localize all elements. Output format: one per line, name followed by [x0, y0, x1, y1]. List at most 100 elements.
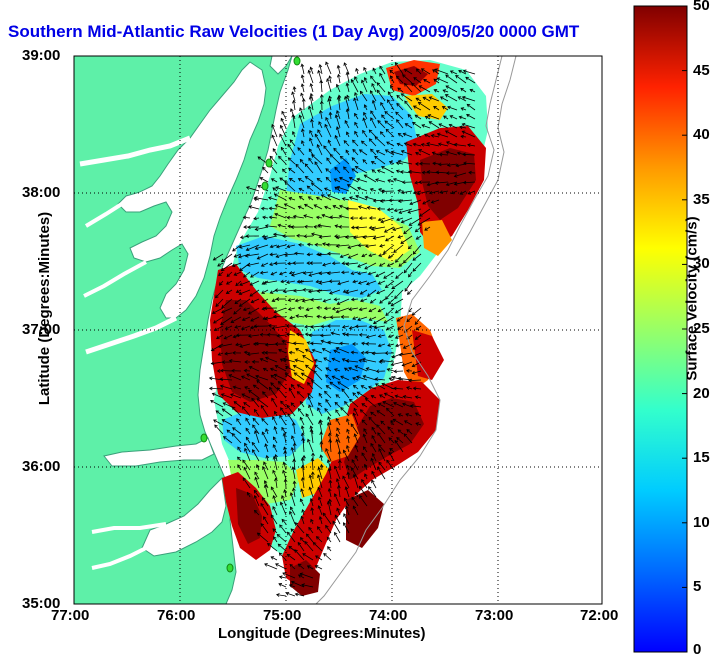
velocity-vector	[363, 67, 368, 75]
velocity-vector-head	[250, 318, 254, 322]
velocity-vector-head	[402, 345, 407, 349]
velocity-vector-head	[347, 255, 352, 259]
velocity-vector-head	[342, 289, 347, 294]
velocity-vector	[293, 86, 296, 93]
velocity-vector-head	[412, 190, 417, 195]
velocity-vector	[288, 298, 296, 301]
velocity-vector-head	[217, 352, 222, 356]
velocity-vector-head	[308, 333, 312, 338]
velocity-vector-head	[260, 502, 264, 507]
velocity-vector-head	[392, 227, 396, 232]
velocity-vector-head	[212, 257, 217, 261]
velocity-vector	[387, 368, 395, 372]
velocity-vector	[245, 253, 260, 257]
velocity-vector-head	[305, 307, 310, 312]
velocity-vector-head	[379, 358, 384, 363]
velocity-vector-head	[346, 418, 350, 422]
velocity-vector-head	[361, 403, 366, 407]
velocity-vector	[334, 466, 341, 480]
velocity-vector	[254, 510, 260, 516]
velocity-vector-head	[323, 357, 327, 361]
velocity-vector-head	[431, 151, 436, 156]
velocity-vector	[286, 333, 296, 336]
velocity-vector-head	[337, 381, 341, 385]
velocity-vector	[269, 156, 278, 165]
velocity-vector-head	[260, 206, 265, 211]
velocity-vector	[297, 542, 305, 552]
velocity-vector	[378, 444, 386, 453]
velocity-vector-head	[264, 443, 268, 448]
velocity-vector-head	[233, 254, 238, 258]
velocity-vector-head	[376, 410, 381, 414]
velocity-vector-head	[315, 555, 319, 559]
velocity-vector-head	[333, 349, 338, 354]
velocity-vector	[212, 393, 224, 399]
velocity-vector	[288, 307, 296, 311]
velocity-vector-head	[364, 266, 368, 270]
velocity-vector	[463, 162, 476, 165]
velocity-vector	[232, 262, 242, 267]
velocity-vector-head	[387, 179, 391, 183]
velocity-vector	[401, 190, 413, 194]
velocity-vector-head	[387, 99, 391, 103]
velocity-vector-head	[339, 341, 343, 346]
velocity-vector	[327, 341, 341, 345]
velocity-vector	[398, 262, 404, 267]
velocity-vector	[419, 208, 431, 217]
velocity-vector-head	[467, 143, 471, 147]
velocity-vector	[282, 470, 287, 480]
velocity-vector	[230, 393, 242, 399]
velocity-vector	[368, 253, 377, 257]
velocity-vector	[442, 106, 449, 111]
velocity-vector-head	[245, 427, 249, 432]
velocity-vector	[293, 100, 296, 111]
velocity-vector-head	[314, 565, 319, 569]
velocity-vector-head	[397, 199, 402, 203]
velocity-vector	[261, 298, 269, 303]
velocity-vector-head	[389, 69, 394, 74]
velocity-vector-head	[259, 357, 264, 362]
velocity-vector-head	[280, 400, 284, 405]
velocity-vector	[392, 418, 404, 426]
velocity-vector	[398, 199, 413, 202]
velocity-vector-head	[287, 261, 291, 266]
velocity-vector-head	[371, 227, 375, 231]
velocity-vector-head	[368, 138, 373, 142]
velocity-vector-head	[256, 380, 260, 384]
velocity-vector	[359, 485, 368, 498]
velocity-vector	[370, 90, 377, 102]
velocity-vector	[346, 262, 359, 265]
velocity-vector-head	[406, 318, 411, 323]
velocity-vector	[455, 75, 467, 84]
velocity-vector-head	[377, 334, 382, 338]
velocity-vector-head	[235, 289, 240, 293]
velocity-vector	[325, 367, 332, 372]
velocity-vector-head	[269, 244, 274, 249]
bathymetry-contour	[455, 56, 517, 257]
velocity-vector	[321, 214, 332, 219]
velocity-vector	[225, 325, 233, 330]
velocity-vector-head	[321, 213, 326, 218]
velocity-vector	[395, 334, 404, 339]
velocity-vector-head	[357, 264, 361, 268]
velocity-vector-head	[298, 279, 303, 284]
velocity-vector	[391, 361, 404, 366]
velocity-vector-head	[302, 553, 306, 557]
velocity-vector-head	[265, 428, 269, 432]
velocity-vector	[288, 167, 296, 174]
velocity-vector-head	[389, 84, 394, 89]
velocity-vector-head	[310, 380, 315, 384]
velocity-vector-head	[368, 416, 372, 421]
velocity-vector	[237, 464, 242, 471]
velocity-vector	[364, 77, 368, 84]
velocity-vector	[346, 360, 359, 363]
velocity-vector	[359, 359, 368, 363]
velocity-vector	[247, 262, 260, 266]
velocity-vector-head	[344, 505, 349, 510]
velocity-vector	[245, 418, 251, 426]
velocity-vector-head	[369, 188, 374, 192]
velocity-vector	[368, 307, 377, 312]
velocity-vector-head	[271, 134, 275, 139]
velocity-vector	[314, 204, 323, 210]
